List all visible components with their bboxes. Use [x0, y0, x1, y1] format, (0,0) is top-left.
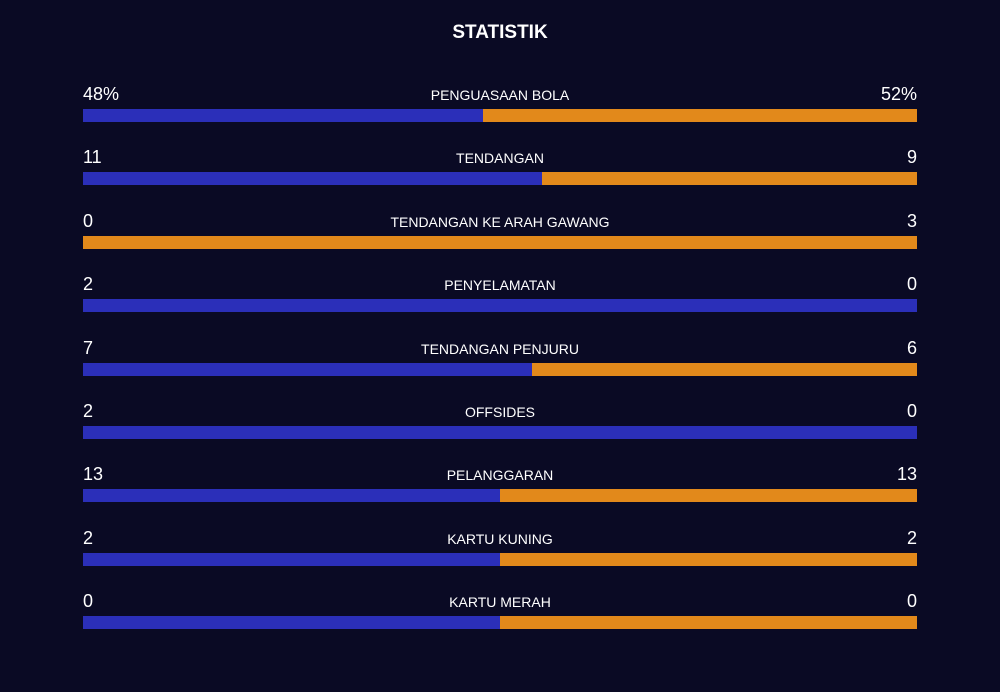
home-bar: [83, 616, 500, 630]
away-value: 0: [906, 401, 917, 421]
stat-bar: [83, 109, 917, 122]
home-bar: [83, 299, 917, 313]
stat-label: KARTU MERAH: [449, 594, 551, 611]
home-value: 2: [83, 401, 94, 421]
stat-label: OFFSIDES: [464, 404, 535, 420]
away-bar: [532, 362, 917, 376]
home-value: 0: [83, 591, 94, 612]
home-value: 7: [83, 337, 94, 358]
stat-row: 11 TENDANGAN 9: [83, 146, 917, 196]
home-bar: [83, 489, 500, 503]
home-value: 48%: [83, 84, 120, 104]
stat-row: 48% PENGUASAAN BOLA 52%: [83, 83, 917, 133]
stat-row: 2 KARTU KUNING 2: [83, 527, 917, 577]
stat-label: PENGUASAAN BOLA: [430, 87, 570, 103]
away-value: 6: [906, 337, 917, 358]
stat-bar: [83, 235, 917, 249]
away-bar: [500, 616, 917, 630]
stat-bar: [83, 172, 917, 186]
home-bar: [83, 426, 917, 439]
away-value: 0: [906, 591, 917, 612]
stat-row: 2 OFFSIDES 0: [83, 400, 917, 450]
home-bar: [83, 552, 500, 566]
stat-bar: [83, 552, 917, 566]
away-bar: [500, 552, 917, 566]
stat-label: TENDANGAN KE ARAH GAWANG: [390, 213, 610, 230]
away-value: 2: [906, 527, 917, 548]
home-bar: [83, 172, 542, 186]
home-value: 11: [83, 147, 102, 168]
away-value: 52%: [880, 84, 917, 104]
away-bar: [500, 489, 917, 503]
title: STATISTIK: [452, 22, 548, 43]
away-value: 3: [906, 210, 917, 231]
stat-row: 2 PENYELAMATAN 0: [83, 273, 917, 323]
home-value: 0: [83, 210, 94, 231]
stat-bar: [83, 616, 917, 630]
stat-row: 7 TENDANGAN PENJURU 6: [83, 337, 917, 387]
stat-row: 0 TENDANGAN KE ARAH GAWANG 3: [83, 210, 917, 260]
away-bar: [83, 235, 917, 249]
stat-bar: [83, 426, 917, 439]
stat-label: KARTU KUNING: [447, 530, 553, 547]
stat-bar: [83, 489, 917, 503]
stat-label: PENYELAMATAN: [444, 277, 556, 294]
stat-bar: [83, 299, 917, 313]
stat-label: TENDANGAN PENJURU: [421, 340, 579, 357]
away-value: 13: [896, 464, 917, 485]
stat-label: TENDANGAN: [456, 150, 544, 167]
stat-bar: [83, 362, 917, 376]
stat-row: 0 KARTU MERAH 0: [83, 590, 917, 640]
away-value: 0: [906, 274, 917, 295]
stat-label: PELANGGARAN: [446, 467, 554, 484]
home-bar: [83, 362, 533, 376]
home-value: 2: [83, 274, 94, 295]
away-value: 9: [906, 147, 917, 168]
home-bar: [83, 109, 484, 122]
away-bar: [483, 109, 917, 122]
away-bar: [541, 172, 917, 186]
home-value: 2: [83, 527, 94, 548]
home-value: 13: [83, 464, 104, 485]
stat-row: 13 PELANGGARAN 13: [83, 463, 917, 513]
